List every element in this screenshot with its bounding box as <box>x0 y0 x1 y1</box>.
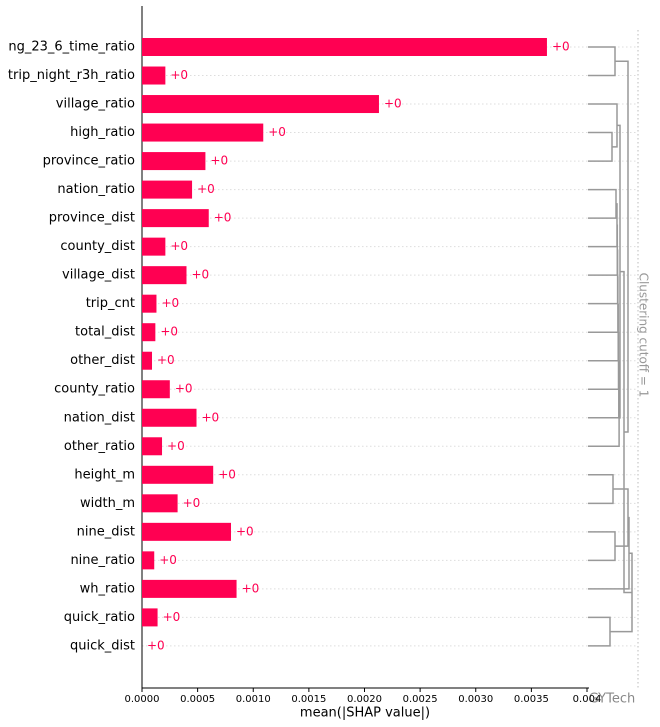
x-tick-label: 0.0000 <box>125 694 160 705</box>
value-label: +0 <box>202 410 220 424</box>
y-tick-label: village_dist <box>62 268 135 283</box>
y-tick-label: nine_dist <box>77 524 135 539</box>
y-tick-label: trip_night_r3h_ratio <box>8 68 135 83</box>
y-tick-label: quick_dist <box>70 638 135 653</box>
value-label: +0 <box>163 610 181 624</box>
dendrogram-link <box>588 531 616 562</box>
y-tick-label: quick_ratio <box>64 610 135 625</box>
value-label: +0 <box>192 268 210 282</box>
bar <box>142 579 237 598</box>
bar <box>142 38 547 56</box>
dendrogram-link <box>588 224 619 276</box>
y-tick-label: height_m <box>74 467 135 482</box>
value-label: +0 <box>268 125 286 139</box>
y-tick-label: ng_23_6_time_ratio <box>8 40 135 55</box>
dendrogram-link <box>588 474 614 505</box>
y-tick-label: nine_ratio <box>70 553 135 568</box>
bar <box>142 408 197 427</box>
y-tick-label: nation_ratio <box>57 182 135 197</box>
x-tick-label: 0.0015 <box>291 694 326 705</box>
bar <box>142 152 206 171</box>
y-tick-label: other_ratio <box>64 439 135 454</box>
bar <box>142 522 231 541</box>
x-tick-label: 0.0005 <box>180 694 215 705</box>
y-tick-label: high_ratio <box>70 125 135 140</box>
x-tick-label: 0.0030 <box>458 694 493 705</box>
value-label: +0 <box>197 182 215 196</box>
bar <box>142 209 209 228</box>
value-label: +0 <box>384 97 402 111</box>
value-label: +0 <box>218 467 236 481</box>
y-tick-label: county_ratio <box>54 382 135 397</box>
y-tick-label: province_dist <box>49 211 135 226</box>
x-tick-label: 0.004 <box>573 694 602 705</box>
value-label: +0 <box>214 211 232 225</box>
bar <box>142 95 379 114</box>
bar <box>142 123 264 142</box>
value-label: +0 <box>167 439 185 453</box>
value-label: +0 <box>160 325 178 339</box>
x-tick-label: 0.0020 <box>347 694 382 705</box>
bar <box>142 180 193 199</box>
watermark: GYTech <box>589 692 635 707</box>
value-label: +0 <box>159 553 177 567</box>
value-label: +0 <box>161 296 179 310</box>
y-tick-label: other_dist <box>70 353 135 368</box>
bar <box>142 351 153 370</box>
y-tick-label: county_dist <box>60 239 135 254</box>
bar <box>142 551 155 570</box>
bar <box>142 323 156 342</box>
value-label: +0 <box>157 353 175 367</box>
value-label: +0 <box>147 638 165 652</box>
bar <box>142 437 163 456</box>
dendrogram-link <box>588 188 617 219</box>
x-tick-label: 0.0010 <box>236 694 271 705</box>
y-tick-label: province_ratio <box>43 154 135 169</box>
value-label: +0 <box>242 581 260 595</box>
y-tick-label: trip_cnt <box>86 296 135 311</box>
y-tick-label: width_m <box>80 496 135 511</box>
x-axis-label: mean(|SHAP value|) <box>300 706 430 721</box>
bar <box>142 494 178 513</box>
bar <box>142 465 214 484</box>
x-tick-label: 0.0035 <box>514 694 549 705</box>
value-label: +0 <box>210 154 228 168</box>
dendrogram-link <box>588 203 618 248</box>
dendrogram-link <box>588 249 619 305</box>
dendrogram-link <box>588 516 630 590</box>
x-tick-label: 0.0025 <box>403 694 438 705</box>
value-label: +0 <box>175 382 193 396</box>
y-tick-label: total_dist <box>75 325 135 340</box>
cutoff-label: Clustering cutoff = 1 <box>637 273 651 398</box>
bar <box>142 66 166 85</box>
dendrogram-link <box>588 46 616 77</box>
dendrogram-link <box>588 131 613 162</box>
y-tick-label: wh_ratio <box>80 581 135 596</box>
value-label: +0 <box>552 40 570 54</box>
value-label: +0 <box>236 524 254 538</box>
value-label: +0 <box>170 68 188 82</box>
bar <box>142 237 166 256</box>
y-tick-label: nation_dist <box>64 410 135 425</box>
dendrogram-link <box>588 616 611 647</box>
bar <box>142 294 157 313</box>
bar <box>142 608 158 627</box>
bar <box>142 266 187 285</box>
y-tick-label: village_ratio <box>56 97 135 112</box>
bar <box>142 380 170 399</box>
dendrogram-link <box>615 60 629 433</box>
value-label: +0 <box>170 239 188 253</box>
dendrogram-link <box>588 276 619 333</box>
value-label: +0 <box>183 496 201 510</box>
